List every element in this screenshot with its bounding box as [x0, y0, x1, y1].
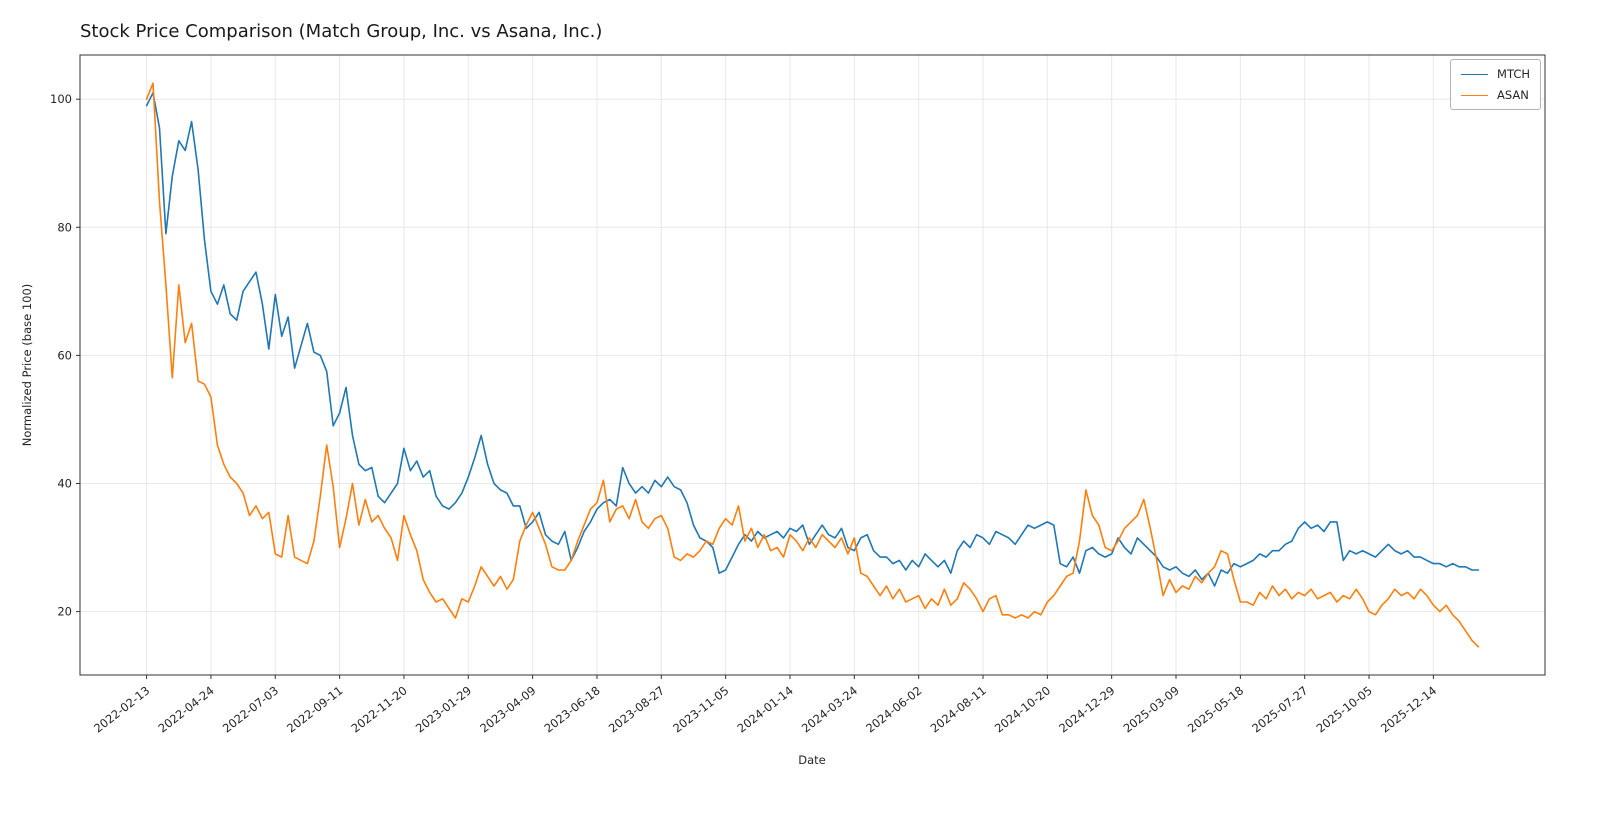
- svg-text:2023-11-05: 2023-11-05: [670, 683, 731, 735]
- svg-text:2025-05-18: 2025-05-18: [1185, 683, 1246, 735]
- svg-text:80: 80: [57, 220, 72, 234]
- legend-item-mtch: MTCH: [1461, 67, 1530, 81]
- svg-text:60: 60: [57, 348, 72, 362]
- svg-text:2023-08-27: 2023-08-27: [606, 683, 667, 735]
- svg-text:2025-12-14: 2025-12-14: [1378, 683, 1439, 735]
- svg-text:2022-07-03: 2022-07-03: [220, 683, 281, 735]
- svg-text:2024-12-29: 2024-12-29: [1056, 683, 1117, 735]
- legend-item-asan: ASAN: [1461, 88, 1530, 102]
- legend: MTCH ASAN: [1450, 59, 1541, 110]
- legend-label-mtch: MTCH: [1497, 67, 1530, 81]
- chart-title: Stock Price Comparison (Match Group, Inc…: [80, 21, 603, 42]
- svg-text:100: 100: [50, 92, 72, 106]
- svg-text:2023-01-29: 2023-01-29: [413, 683, 474, 735]
- svg-text:2022-02-13: 2022-02-13: [91, 683, 152, 735]
- svg-text:2025-03-09: 2025-03-09: [1121, 683, 1182, 735]
- svg-text:2023-06-18: 2023-06-18: [542, 683, 603, 735]
- svg-text:2022-04-24: 2022-04-24: [155, 683, 216, 735]
- mtch-line-sample: [1461, 73, 1489, 75]
- svg-text:2024-01-14: 2024-01-14: [735, 683, 796, 735]
- svg-text:2024-10-20: 2024-10-20: [992, 683, 1053, 735]
- svg-text:40: 40: [57, 476, 72, 490]
- svg-text:20: 20: [57, 605, 72, 619]
- svg-text:2022-09-11: 2022-09-11: [284, 683, 345, 735]
- svg-text:2023-04-09: 2023-04-09: [477, 683, 538, 735]
- svg-text:2024-08-11: 2024-08-11: [928, 683, 989, 735]
- svg-text:2022-11-20: 2022-11-20: [349, 683, 410, 735]
- x-axis-label: Date: [798, 753, 826, 767]
- svg-text:2025-07-27: 2025-07-27: [1249, 683, 1310, 735]
- svg-text:2025-10-05: 2025-10-05: [1314, 683, 1375, 735]
- svg-text:2024-03-24: 2024-03-24: [799, 683, 860, 735]
- legend-label-asan: ASAN: [1497, 88, 1529, 102]
- asan-line-sample: [1461, 94, 1489, 96]
- svg-text:2024-06-02: 2024-06-02: [863, 683, 924, 735]
